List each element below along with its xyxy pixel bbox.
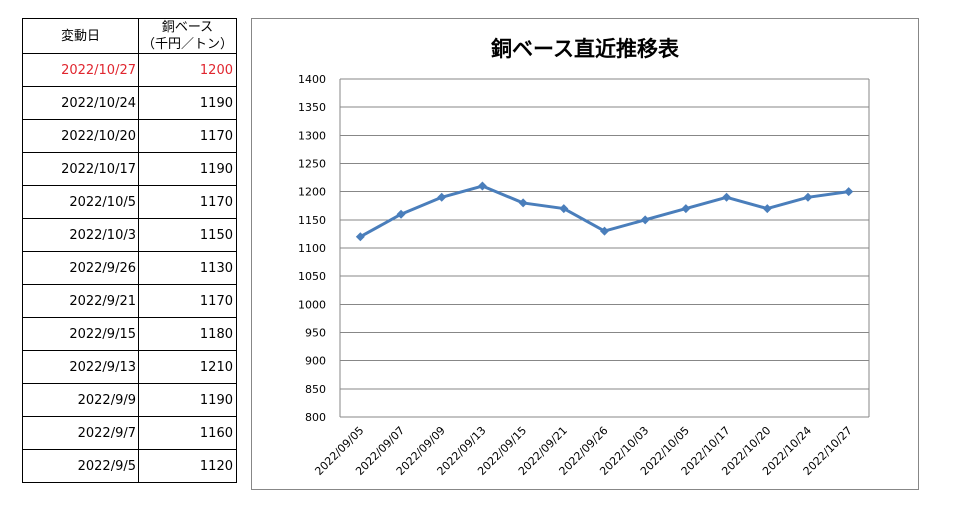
data-point — [722, 192, 732, 202]
table-row: 2022/10/20 1170 — [22, 119, 237, 153]
data-point — [559, 204, 569, 214]
chart-title: 銅ベース直近推移表 — [491, 37, 679, 61]
table-row: 2022/9/21 1170 — [22, 284, 237, 318]
row-price: 1150 — [138, 218, 237, 252]
header-price-line2: （千円／トン） — [141, 37, 233, 52]
table-row: 2022/9/26 1130 — [22, 251, 237, 285]
data-point — [396, 209, 406, 219]
y-tick-label: 1000 — [298, 298, 326, 311]
price-table: 変動日 銅ベース （千円／トン） 2022/10/27 1200 2022/10/2… — [22, 18, 237, 483]
y-tick-label: 950 — [305, 327, 326, 340]
table-row: 2022/10/3 1150 — [22, 218, 237, 252]
row-date: 2022/9/9 — [22, 383, 139, 417]
y-tick-label: 1250 — [298, 158, 326, 171]
y-tick-label: 1300 — [298, 129, 326, 142]
row-date: 2022/9/15 — [22, 317, 139, 351]
y-tick-label: 1100 — [298, 242, 326, 255]
data-point — [437, 192, 447, 202]
row-price: 1170 — [138, 185, 237, 219]
table-row: 2022/10/27 1200 — [22, 53, 237, 87]
row-date: 2022/10/27 — [22, 53, 139, 87]
data-point — [640, 215, 650, 225]
row-date: 2022/9/26 — [22, 251, 139, 285]
row-price: 1200 — [138, 53, 237, 87]
row-price: 1210 — [138, 350, 237, 384]
row-date: 2022/9/13 — [22, 350, 139, 384]
row-date: 2022/10/5 — [22, 185, 139, 219]
data-point — [477, 181, 487, 191]
data-point — [762, 204, 772, 214]
row-date: 2022/9/21 — [22, 284, 139, 318]
row-date: 2022/9/5 — [22, 449, 139, 483]
row-price: 1180 — [138, 317, 237, 351]
data-point — [844, 187, 854, 197]
row-date: 2022/10/24 — [22, 86, 139, 120]
table-row: 2022/9/5 1120 — [22, 449, 237, 483]
chart-area: 銅ベース直近推移表 800 850 900 950 1000 1050 1100 1150 12… — [251, 18, 919, 490]
y-tick-label: 900 — [305, 355, 326, 368]
y-tick-label: 1350 — [298, 101, 326, 114]
data-point — [600, 226, 609, 236]
row-date: 2022/9/7 — [22, 416, 139, 450]
line-chart: 800 850 900 950 1000 1050 1100 1150 1200 1250 1300… — [298, 73, 870, 478]
table-row: 2022/9/15 1180 — [22, 317, 237, 351]
y-tick-label: 1150 — [298, 214, 326, 227]
row-price: 1120 — [138, 449, 237, 483]
header-price-line1: 銅ベース — [161, 20, 214, 35]
data-point — [518, 198, 528, 208]
table-row: 2022/9/13 1210 — [22, 350, 237, 384]
row-price: 1190 — [138, 152, 237, 186]
y-tick-label: 1400 — [298, 73, 326, 86]
table-row: 2022/9/7 1160 — [22, 416, 237, 450]
row-price: 1160 — [138, 416, 237, 450]
y-tick-label: 850 — [305, 383, 326, 396]
header-price: 銅ベース （千円／トン） — [138, 18, 237, 54]
y-tick-label: 1200 — [298, 186, 326, 199]
row-price: 1170 — [138, 119, 237, 153]
row-date: 2022/10/20 — [22, 119, 139, 153]
row-price: 1170 — [138, 284, 237, 318]
data-point — [355, 232, 365, 242]
table-header-row: 変動日 銅ベース （千円／トン） — [22, 18, 237, 54]
data-point — [803, 192, 813, 202]
y-tick-label: 1050 — [298, 270, 326, 283]
table-row: 2022/10/17 1190 — [22, 152, 237, 186]
table-row: 2022/10/5 1170 — [22, 185, 237, 219]
row-price: 1130 — [138, 251, 237, 285]
row-price: 1190 — [138, 383, 237, 417]
header-date: 変動日 — [22, 18, 139, 54]
data-point — [681, 204, 691, 214]
table-row: 2022/9/9 1190 — [22, 383, 237, 417]
row-date: 2022/10/3 — [22, 218, 139, 252]
table-row: 2022/10/24 1190 — [22, 86, 237, 120]
y-tick-label: 800 — [305, 411, 326, 424]
row-date: 2022/10/17 — [22, 152, 139, 186]
row-price: 1190 — [138, 86, 237, 120]
